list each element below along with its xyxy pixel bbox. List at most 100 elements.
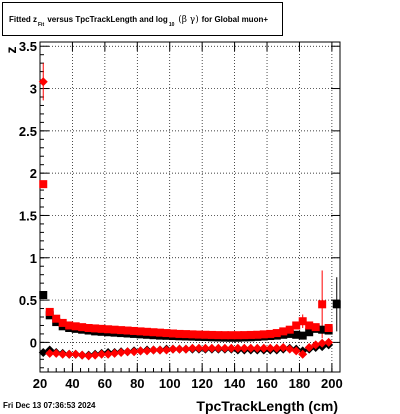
data-point-diamond <box>174 344 184 354</box>
data-point-square <box>78 323 87 332</box>
data-point-square <box>45 307 54 316</box>
data-point-diamond <box>181 344 191 354</box>
data-point-square <box>318 300 327 309</box>
y-tick-label: 0.5 <box>19 293 37 308</box>
data-point-square <box>188 330 197 339</box>
title-log-subscript: 10 <box>168 22 175 28</box>
data-point-diamond <box>116 348 126 358</box>
data-point-square <box>136 327 145 336</box>
data-point-square <box>292 321 301 330</box>
data-point-diamond <box>239 343 249 353</box>
data-point-square <box>117 326 126 335</box>
data-point-diamond <box>129 347 139 357</box>
data-point-diamond <box>38 348 48 358</box>
data-point-diamond <box>324 337 334 347</box>
data-point-diamond <box>168 344 178 354</box>
data-point-square <box>39 180 48 189</box>
data-point-square <box>285 325 294 334</box>
data-point-diamond <box>77 350 87 360</box>
title-middle: versus TpcTrackLength and log <box>45 15 168 24</box>
data-point-diamond <box>220 343 230 353</box>
data-points <box>38 77 341 361</box>
x-tick-label: 180 <box>289 376 311 391</box>
data-point-diamond <box>90 350 100 360</box>
data-point-diamond <box>213 343 223 353</box>
data-point-square <box>259 330 268 339</box>
data-point-square <box>65 321 74 330</box>
y-tick-label: 2 <box>30 166 37 181</box>
data-point-square <box>110 325 119 334</box>
x-tick-label: 80 <box>130 376 144 391</box>
data-point-square <box>220 331 229 340</box>
data-point-diamond <box>110 348 120 358</box>
data-point-diamond <box>233 343 243 353</box>
data-point-diamond <box>123 347 133 357</box>
data-point-square <box>298 317 307 326</box>
data-point-diamond <box>226 343 236 353</box>
data-point-diamond <box>317 338 327 348</box>
error-bars <box>42 63 338 339</box>
data-point-square <box>227 331 236 340</box>
data-point-diamond <box>97 349 107 359</box>
data-point-square <box>194 330 203 339</box>
data-point-square <box>279 327 288 336</box>
data-point-diamond <box>142 346 152 356</box>
data-point-diamond <box>58 349 68 359</box>
data-point-diamond <box>194 343 204 353</box>
data-point-square <box>233 331 242 340</box>
data-point-square <box>324 324 333 332</box>
data-point-diamond <box>259 343 269 353</box>
data-point-square <box>39 291 48 299</box>
data-point-diamond <box>71 349 81 359</box>
data-point-square <box>305 321 314 330</box>
data-point-square <box>168 329 177 338</box>
x-tick-label: 200 <box>321 376 343 391</box>
data-point-diamond <box>149 345 159 355</box>
title-suffix: for Global muon+ <box>201 15 269 24</box>
data-point-square <box>272 329 281 338</box>
grid-lines <box>39 42 340 372</box>
y-axis-label: z <box>3 47 19 54</box>
data-point-square <box>162 329 171 338</box>
data-point-diamond <box>298 349 308 359</box>
data-point-square <box>318 325 327 334</box>
data-point-square <box>58 318 67 327</box>
data-point-diamond <box>272 343 282 353</box>
x-axis-label: TpcTrackLength (cm) <box>196 398 338 414</box>
data-point-diamond <box>84 351 94 361</box>
data-point-diamond <box>311 340 321 350</box>
data-point-square <box>143 327 152 336</box>
x-tick-label: 140 <box>224 376 246 391</box>
y-tick-label: 0 <box>30 335 37 350</box>
data-point-square <box>266 329 275 338</box>
data-point-square <box>181 330 190 339</box>
title-z-subscript: Fit <box>38 22 45 28</box>
x-tick-label: 160 <box>256 376 278 391</box>
data-point-square <box>123 326 132 335</box>
x-tick-label: 20 <box>33 376 47 391</box>
x-tick-label: 40 <box>65 376 79 391</box>
data-point-square <box>214 331 223 340</box>
data-point-diamond <box>38 77 48 87</box>
data-point-diamond <box>187 343 197 353</box>
data-point-square <box>298 331 307 340</box>
data-point-square <box>175 329 184 338</box>
data-point-square <box>305 328 314 337</box>
data-point-square <box>240 331 249 340</box>
data-point-square <box>332 300 341 309</box>
data-point-diamond <box>136 346 146 356</box>
data-point-square <box>104 325 113 334</box>
data-point-square <box>71 322 80 331</box>
data-point-square <box>253 330 262 339</box>
data-point-diamond <box>161 345 171 355</box>
chart-title: Fitted zFit versus TpcTrackLength and lo… <box>9 15 269 28</box>
data-point-diamond <box>45 348 55 358</box>
title-beta-gamma: (β γ) <box>175 15 202 25</box>
data-point-diamond <box>246 343 256 353</box>
y-tick-label: 1 <box>30 251 37 266</box>
title-prefix: Fitted z <box>9 15 37 24</box>
x-tick-label: 60 <box>98 376 112 391</box>
data-point-diamond <box>155 345 165 355</box>
data-point-square <box>149 328 158 337</box>
